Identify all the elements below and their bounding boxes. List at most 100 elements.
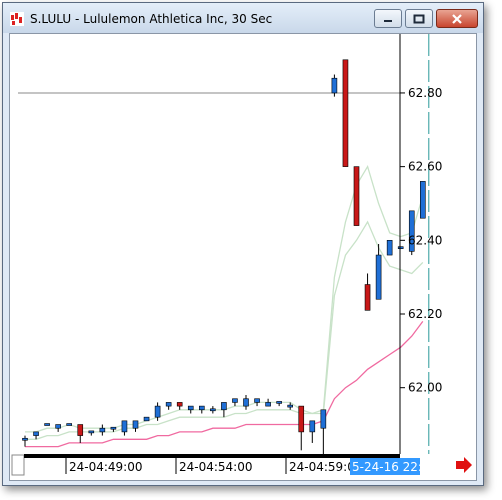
y-tick-label: 62.20 [408, 307, 442, 321]
x-tick-label: 24-04:59:00 [289, 460, 363, 474]
candle-body [221, 402, 227, 411]
candle-body [165, 402, 172, 407]
candle-body [55, 424, 61, 429]
candle-body [320, 409, 327, 429]
candle-body [243, 398, 249, 407]
cursor-time-label: 5-24-16 22:34:00 [352, 460, 457, 474]
close-icon [452, 13, 462, 24]
close-button[interactable] [436, 9, 478, 28]
x-axis-bar [24, 454, 400, 458]
candle-body [419, 181, 426, 219]
candle [320, 409, 327, 454]
candle-body [287, 404, 294, 408]
candle [298, 405, 305, 451]
y-tick-label: 62.60 [408, 160, 442, 174]
app-chart-icon [10, 12, 24, 26]
candle-body [66, 423, 73, 426]
candle [143, 416, 150, 422]
candle [331, 74, 338, 97]
candle-body [143, 416, 150, 422]
y-tick-label: 62.80 [408, 86, 442, 100]
candle [232, 398, 238, 407]
x-tick-label: 24-04:49:00 [69, 460, 143, 474]
candle [165, 402, 172, 410]
candle [88, 430, 95, 436]
candle [132, 420, 139, 432]
candle-body [298, 405, 305, 433]
candle [199, 405, 205, 414]
candle [99, 424, 106, 436]
candle [276, 401, 282, 407]
candle [419, 181, 426, 219]
candle-body [44, 423, 50, 426]
candle-body [364, 284, 371, 311]
candle [353, 166, 360, 226]
candle [408, 210, 415, 256]
x-tick-label: 24-04:54:00 [179, 460, 253, 474]
candle [210, 406, 216, 414]
title-bar[interactable]: S.LULU - Lululemon Athletica Inc, 30 Sec [3, 3, 483, 33]
moving-average-line-1 [25, 165, 424, 433]
price-chart[interactable]: 62.80 62.60 62.40 62.20 62.00 24-04:49:00 24-… [10, 34, 476, 480]
candle [364, 273, 371, 311]
candle [309, 420, 316, 443]
candle [265, 398, 271, 407]
scroll-left-box[interactable] [11, 454, 25, 476]
window-title: S.LULU - Lululemon Athletica Inc, 30 Sec [30, 12, 273, 26]
candle-body [386, 240, 393, 256]
candle-body [110, 426, 117, 430]
candle-body [408, 210, 415, 252]
candle-body [342, 59, 349, 167]
candle-body [33, 431, 39, 436]
candle [77, 424, 84, 443]
minimize-icon [384, 19, 392, 22]
candle-body [254, 398, 260, 403]
candle [254, 398, 260, 407]
candle-body [331, 77, 338, 94]
candle [121, 420, 128, 436]
candle [55, 424, 61, 432]
candle [44, 423, 50, 426]
candle-body [353, 166, 360, 226]
candle [66, 423, 73, 426]
candle-body [176, 402, 183, 407]
candle [22, 435, 28, 447]
candle [33, 431, 39, 440]
candle-body [210, 408, 216, 412]
candle [154, 402, 161, 421]
candle [342, 59, 349, 167]
candle-body [99, 427, 106, 433]
candle-body [121, 420, 128, 433]
maximize-icon [413, 14, 425, 23]
candle-body [187, 405, 194, 411]
candle-body [22, 437, 28, 441]
candle [243, 395, 249, 410]
candle-body [132, 420, 139, 429]
candle [287, 402, 294, 410]
candle-body [88, 430, 95, 434]
candle-body [232, 398, 238, 403]
y-tick-label: 62.40 [408, 233, 442, 247]
candle [110, 426, 117, 432]
scroll-right-arrow-icon[interactable] [456, 457, 472, 473]
candle-body [77, 424, 84, 436]
candle [187, 405, 194, 414]
candle [176, 402, 183, 410]
candle-body [309, 420, 316, 433]
maximize-button[interactable] [405, 9, 433, 28]
candle-body [397, 246, 404, 249]
candle-body [154, 405, 161, 418]
candle-body [265, 402, 271, 407]
moving-average-line-3 [25, 321, 424, 448]
candle-body [199, 405, 205, 411]
minimize-button[interactable] [374, 9, 402, 28]
y-tick-label: 62.00 [408, 381, 442, 395]
candle [397, 246, 404, 249]
chart-window: S.LULU - Lululemon Athletica Inc, 30 Sec… [2, 2, 484, 486]
candle [375, 244, 382, 300]
candle [221, 402, 227, 418]
chart-area[interactable]: 62.80 62.60 62.40 62.20 62.00 24-04:49:00 24-… [9, 33, 477, 481]
candle-body [375, 254, 382, 300]
candle [386, 240, 393, 256]
candle-body [276, 401, 282, 404]
